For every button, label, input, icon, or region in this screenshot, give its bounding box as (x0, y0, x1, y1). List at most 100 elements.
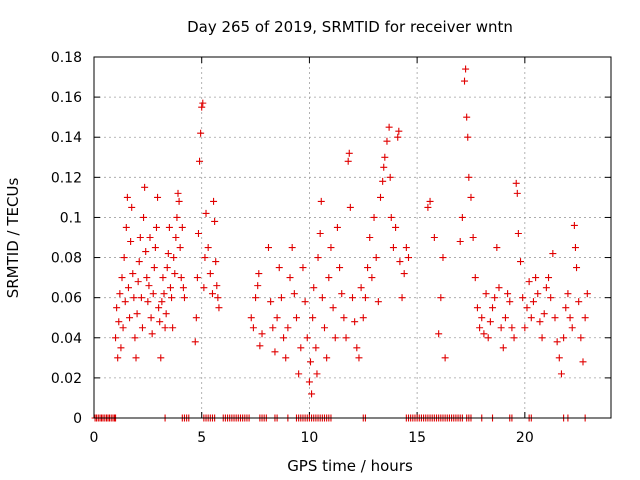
data-point (314, 254, 322, 262)
data-point (320, 324, 328, 332)
data-point (345, 149, 353, 157)
data-point (215, 304, 223, 312)
data-point (380, 163, 388, 171)
data-point (557, 370, 565, 378)
data-point (152, 223, 160, 231)
data-point (521, 324, 529, 332)
data-point (202, 209, 210, 217)
data-point (172, 234, 180, 241)
data-point (124, 284, 132, 292)
data-point (282, 354, 290, 362)
data-point (211, 217, 219, 225)
data-point (297, 344, 305, 352)
data-point (295, 370, 303, 378)
data-point (198, 103, 206, 111)
x-tick-label: 5 (197, 430, 206, 446)
x-tick-label: 20 (516, 430, 534, 446)
y-axis-label: SRMTID / TECUs (4, 178, 22, 299)
data-point (519, 294, 527, 302)
data-point (116, 290, 124, 298)
data-point (191, 338, 199, 346)
data-point (113, 304, 121, 312)
data-point (570, 221, 578, 229)
data-point (252, 294, 260, 302)
data-point (577, 334, 585, 342)
data-point (473, 304, 481, 312)
data-point (512, 179, 520, 187)
data-point (308, 390, 316, 398)
plot-frame (93, 56, 612, 419)
data-point (532, 274, 540, 282)
data-point (573, 264, 581, 272)
data-point (338, 290, 346, 298)
data-point (364, 264, 372, 272)
data-point (430, 234, 438, 241)
data-point (568, 324, 576, 332)
y-tick-label: 0.18 (51, 50, 82, 66)
data-point (157, 354, 165, 362)
data-point (571, 244, 579, 252)
data-point (385, 123, 393, 131)
data-point (579, 358, 587, 366)
data-point (467, 193, 475, 201)
data-point (161, 324, 169, 332)
data-point (150, 264, 158, 272)
data-point (127, 238, 135, 246)
data-point (256, 342, 264, 350)
data-point (366, 234, 374, 241)
data-point (156, 318, 164, 326)
data-point (463, 113, 471, 121)
data-point (303, 334, 311, 342)
data-point (583, 290, 591, 298)
data-point (145, 282, 153, 290)
data-point (249, 324, 257, 332)
data-point (178, 223, 186, 231)
data-point (193, 274, 201, 282)
data-point (310, 284, 318, 292)
data-point (359, 314, 367, 322)
data-point (128, 203, 136, 211)
data-point (158, 298, 166, 306)
data-point (489, 304, 497, 312)
data-point (162, 310, 170, 318)
data-point (461, 77, 469, 85)
data-point (117, 344, 125, 352)
data-point (379, 177, 387, 185)
data-point (269, 324, 277, 332)
data-point (329, 304, 337, 312)
data-point (306, 358, 314, 366)
data-point (119, 324, 127, 332)
y-tick-label: 0.12 (51, 170, 82, 186)
data-point (387, 213, 395, 221)
data-point (214, 294, 222, 302)
data-point (389, 244, 397, 252)
data-point (400, 270, 408, 278)
data-point (331, 334, 339, 342)
data-point (553, 338, 561, 346)
data-point (478, 314, 486, 322)
data-point (513, 189, 521, 197)
data-point (506, 298, 514, 306)
data-point (174, 189, 182, 197)
data-point (135, 258, 143, 266)
data-point (549, 250, 557, 258)
data-point (165, 223, 173, 231)
data-point (164, 250, 172, 258)
data-point (160, 290, 168, 298)
data-point (545, 274, 553, 282)
data-point (361, 294, 369, 302)
data-point (396, 258, 404, 266)
data-point (197, 129, 205, 137)
data-point (271, 348, 279, 356)
data-point (560, 334, 568, 342)
data-point (327, 244, 335, 252)
data-point (424, 203, 432, 211)
data-point (194, 229, 202, 237)
data-point (372, 254, 380, 262)
data-point (155, 304, 163, 312)
data-point (398, 294, 406, 302)
data-point (383, 137, 391, 145)
data-point (163, 264, 171, 272)
data-point (273, 314, 281, 322)
data-point (255, 270, 263, 278)
